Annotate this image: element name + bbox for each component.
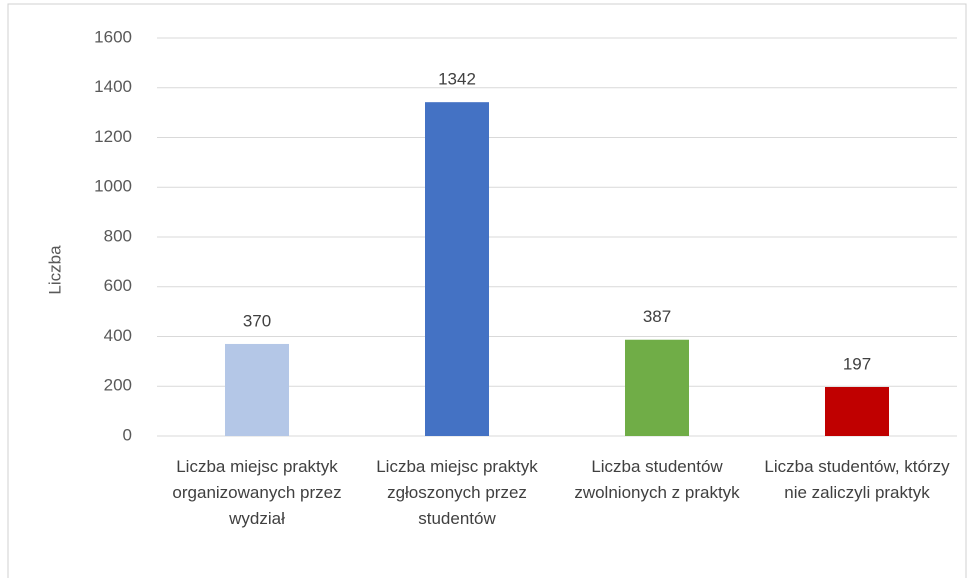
bar [425, 102, 489, 437]
x-tick-label: Liczba miejsc praktyk zgłoszonych przez … [376, 457, 538, 528]
y-tick-label: 400 [104, 326, 132, 345]
value-label: 1342 [438, 70, 476, 89]
y-tick-label: 1600 [94, 27, 132, 46]
x-tick-label: Liczba studentów, którzy nie zaliczyli p… [764, 457, 950, 502]
y-tick-label: 1200 [94, 127, 132, 146]
x-tick-label: Liczba studentów zwolnionych z praktyk [574, 457, 740, 502]
value-label: 197 [843, 354, 871, 373]
bar [225, 343, 289, 436]
bar [825, 386, 889, 436]
value-label: 387 [643, 307, 671, 326]
chart-border [7, 3, 967, 578]
y-tick-label: 1400 [94, 77, 132, 96]
x-tick-label: Liczba miejsc praktyk organizowanych prz… [172, 457, 342, 528]
y-tick-label: 1000 [94, 177, 132, 196]
y-tick-label: 600 [104, 276, 132, 295]
y-tick-label: 800 [104, 226, 132, 245]
value-label: 370 [243, 311, 271, 330]
y-tick-label: 0 [123, 425, 132, 444]
y-axis-label: Liczba [45, 245, 64, 295]
bar [625, 339, 689, 436]
y-tick-label: 200 [104, 376, 132, 395]
